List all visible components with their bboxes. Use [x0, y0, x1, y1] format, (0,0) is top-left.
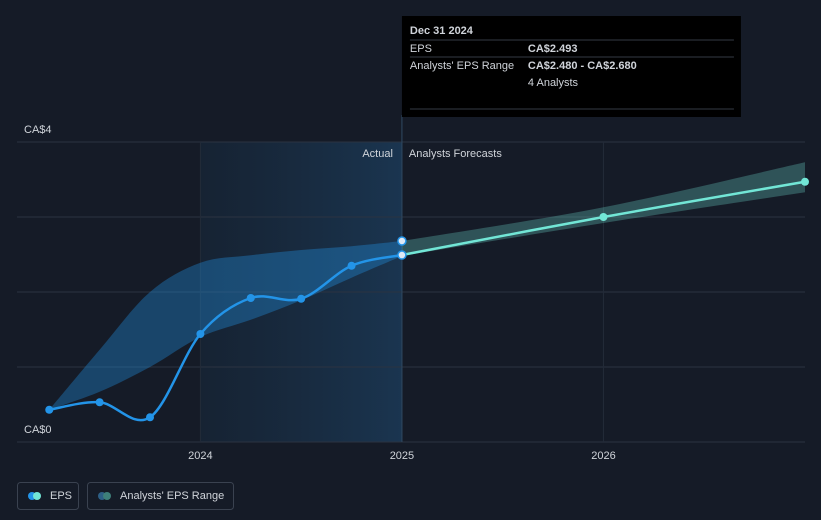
- eps-point: [246, 294, 255, 302]
- actual-label: Actual: [362, 148, 393, 160]
- eps-point: [45, 405, 54, 414]
- tooltip-range-value: CA$2.480 - CA$2.680: [528, 60, 637, 72]
- eps-line: [49, 253, 403, 422]
- tooltip-box: [401, 16, 741, 117]
- eps-point: [347, 261, 356, 270]
- legend-item[interactable]: Analysts' EPS Range: [87, 482, 234, 510]
- legend-swatch: [103, 492, 111, 500]
- eps-point: [196, 330, 205, 338]
- x-tick-label: 2024: [188, 450, 212, 462]
- tooltip-eps-value: CA$2.493: [528, 43, 578, 55]
- legend-box[interactable]: [87, 482, 234, 510]
- eps-point: [599, 213, 608, 221]
- eps-point: [297, 294, 306, 303]
- tooltip-range-marker: [397, 236, 407, 246]
- tooltip-eps-label: EPS: [410, 43, 432, 55]
- legend-label[interactable]: Analysts' EPS Range: [120, 490, 224, 502]
- eps-point: [801, 177, 809, 186]
- eps-range-band: [49, 241, 402, 410]
- eps-range-band: [401, 162, 805, 256]
- tooltip-eps-marker: [397, 250, 407, 260]
- legend-label[interactable]: EPS: [50, 490, 72, 502]
- legend-swatch: [33, 492, 41, 500]
- tooltip-range-label: Analysts' EPS Range: [410, 60, 514, 72]
- x-tick-label: 2025: [390, 450, 414, 462]
- tooltip-analysts: 4 Analysts: [528, 77, 579, 89]
- x-tick-label: 2026: [591, 450, 615, 462]
- eps-point: [95, 398, 104, 407]
- legend-item[interactable]: EPS: [17, 482, 79, 510]
- y-tick-label: CA$0: [24, 424, 52, 436]
- eps-point: [146, 413, 155, 422]
- legend-box[interactable]: [17, 482, 79, 510]
- forecast-label: Analysts Forecasts: [409, 148, 502, 160]
- tooltip-date: Dec 31 2024: [410, 25, 474, 37]
- y-tick-label: CA$4: [24, 124, 52, 136]
